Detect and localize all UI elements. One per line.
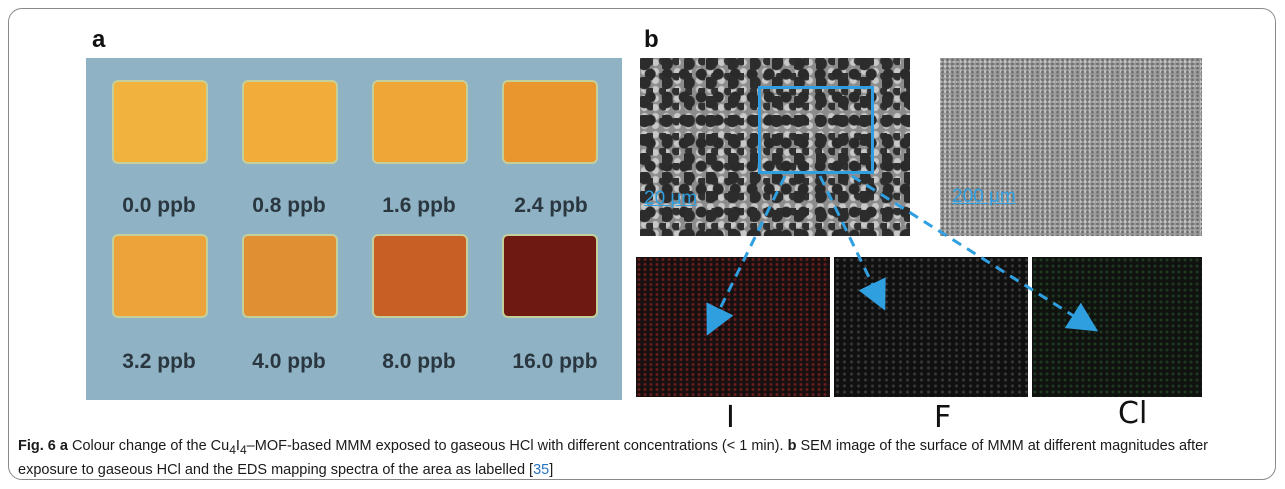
eds-map-chlorine [1032,257,1202,397]
scale-bar-20um: 20 μm [644,188,698,209]
swatch-3 [504,82,596,162]
concentration-label-4: 3.2 ppb [122,350,196,373]
concentration-label-2: 1.6 ppb [382,194,456,217]
figure-frame [8,8,1276,480]
caption-fig-label: Fig. 6 [18,438,56,454]
arrow-to-cl [851,174,1099,332]
selection-box [758,86,874,174]
caption-sub-1: 4 [229,442,236,457]
panel-a-photo: 0.0 ppb 0.8 ppb 1.6 ppb 2.4 ppb 3.2 ppb … [86,58,622,400]
sem-image-low-mag [940,58,1202,236]
caption-b-letter: b [787,438,797,454]
sem-image-high-mag [640,58,910,236]
eds-label-i: I [726,400,735,435]
caption-text-1: Colour change of the Cu [67,438,230,454]
concentration-label-3: 2.4 ppb [514,194,588,217]
eds-label-f: F [934,400,952,435]
concentration-label-7: 16.0 ppb [512,350,598,373]
caption-text-4: SEM image of the surface of MMM at diffe… [18,438,1208,478]
caption-text-5: ] [549,461,554,478]
eds-label-cl: Cl [1118,396,1148,431]
panel-b-letter: b [644,26,659,53]
swatch-2 [374,82,466,162]
caption-text-2: I [235,438,240,454]
concentration-label-6: 8.0 ppb [382,350,456,373]
caption-sub-2: 4 [239,442,247,457]
concentration-label-5: 4.0 ppb [252,350,326,373]
caption-text-3: –MOF-based MMM exposed to gaseous HCl wi… [246,438,788,454]
eds-map-fluorine [834,257,1028,397]
caption-a-letter: a [59,438,68,454]
swatch-1 [244,82,336,162]
swatch-6 [374,236,466,316]
figure-caption: Fig. 6 a Colour change of the Cu4I4–MOF-… [18,436,1268,480]
panel-a-letter: a [92,26,106,53]
swatch-7 [504,236,596,316]
reference-link[interactable]: 35 [533,461,550,478]
swatch-5 [244,236,336,316]
swatch-4 [114,236,206,316]
swatch-0 [114,82,206,162]
arrow-to-f [818,175,886,311]
concentration-label-1: 0.8 ppb [252,194,326,217]
arrow-to-i [706,175,787,336]
scale-bar-200um: 200 μm [952,186,1016,207]
concentration-label-0: 0.0 ppb [122,194,196,217]
